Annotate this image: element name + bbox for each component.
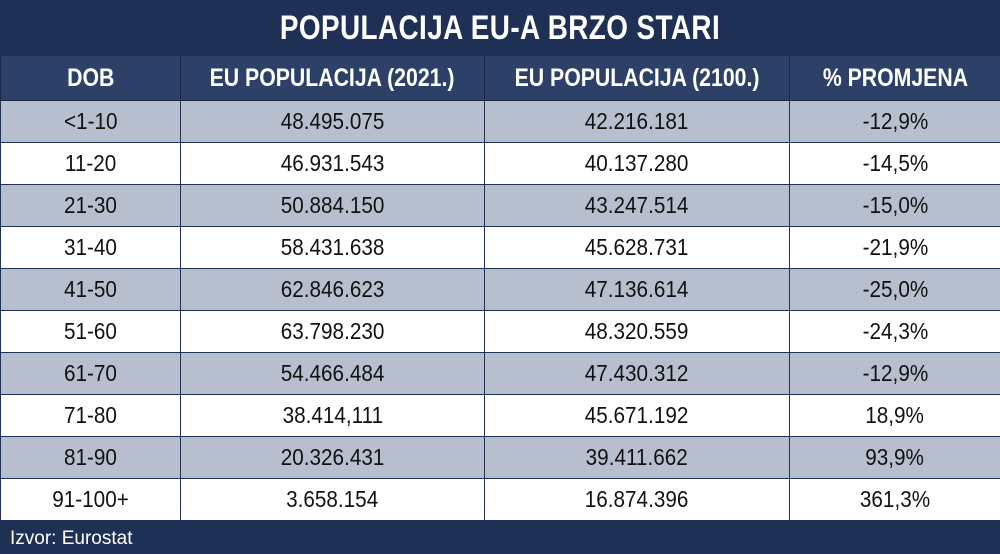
population-2100-cell: 43.247.514 [484, 184, 790, 227]
percent-change-cell: -21,9% [789, 226, 1000, 269]
table-row: 81-90 20.326.431 39.411.662 93,9% [0, 436, 1000, 479]
population-2021-cell: 46.931.543 [180, 142, 485, 185]
column-header-age: DOB [0, 56, 181, 101]
age-cell: 41-50 [0, 268, 181, 311]
population-2100-cell: 45.671.192 [484, 394, 790, 437]
percent-change-cell: 18,9% [789, 394, 1000, 437]
population-2100-cell: 40.137.280 [484, 142, 790, 185]
age-cell: 71-80 [0, 394, 181, 437]
population-2021-cell: 63.798.230 [180, 310, 485, 353]
percent-change-cell: -14,5% [789, 142, 1000, 185]
population-2021-cell: 54.466.484 [180, 352, 485, 395]
population-2021-cell: 58.431.638 [180, 226, 485, 269]
table-row: 11-20 46.931.543 40.137.280 -14,5% [0, 142, 1000, 185]
column-header-percent-change: % PROMJENA [789, 56, 1000, 101]
source-note: Izvor: Eurostat [10, 528, 133, 549]
population-2100-cell: 47.430.312 [484, 352, 790, 395]
column-header-population-2021: EU POPULACIJA (2021.) [180, 56, 485, 101]
population-2021-cell: 48.495.075 [180, 100, 485, 143]
percent-change-cell: -12,9% [789, 100, 1000, 143]
header-row: DOB EU POPULACIJA (2021.) EU POPULACIJA … [0, 56, 1000, 101]
percent-change-cell: -25,0% [789, 268, 1000, 311]
table-row: 41-50 62.846.623 47.136.614 -25,0% [0, 268, 1000, 311]
population-2021-cell: 38.414,111 [180, 394, 485, 437]
population-table: DOB EU POPULACIJA (2021.) EU POPULACIJA … [0, 56, 1000, 521]
population-2100-cell: 39.411.662 [484, 436, 790, 479]
population-2100-cell: 48.320.559 [484, 310, 790, 353]
population-2100-cell: 45.628.731 [484, 226, 790, 269]
age-cell: 31-40 [0, 226, 181, 269]
population-2021-cell: 62.846.623 [180, 268, 485, 311]
table-row: 61-70 54.466.484 47.430.312 -12,9% [0, 352, 1000, 395]
population-2021-cell: 50.884.150 [180, 184, 485, 227]
age-cell: <1-10 [0, 100, 181, 143]
table-row: 91-100+ 3.658.154 16.874.396 361,3% [0, 478, 1000, 521]
table-row: <1-10 48.495.075 42.216.181 -12,9% [0, 100, 1000, 143]
age-cell: 81-90 [0, 436, 181, 479]
percent-change-cell: -12,9% [789, 352, 1000, 395]
table-title: POPULACIJA EU-A BRZO STARI [279, 8, 721, 47]
table-body: <1-10 48.495.075 42.216.181 -12,9% 11-20 46.9… [0, 100, 1000, 521]
table-row: 71-80 38.414,111 45.671.192 18,9% [0, 394, 1000, 437]
percent-change-cell: 361,3% [789, 478, 1000, 521]
age-cell: 21-30 [0, 184, 181, 227]
table-row: 21-30 50.884.150 43.247.514 -15,0% [0, 184, 1000, 227]
population-2100-cell: 42.216.181 [484, 100, 790, 143]
percent-change-cell: -24,3% [789, 310, 1000, 353]
population-2021-cell: 3.658.154 [180, 478, 485, 521]
population-2021-cell: 20.326.431 [180, 436, 485, 479]
population-2100-cell: 47.136.614 [484, 268, 790, 311]
column-header-population-2100: EU POPULACIJA (2100.) [484, 56, 790, 101]
table-row: 51-60 63.798.230 48.320.559 -24,3% [0, 310, 1000, 353]
table-row: 31-40 58.431.638 45.628.731 -21,9% [0, 226, 1000, 269]
population-2100-cell: 16.874.396 [484, 478, 790, 521]
age-cell: 91-100+ [0, 478, 181, 521]
age-cell: 11-20 [0, 142, 181, 185]
age-cell: 61-70 [0, 352, 181, 395]
percent-change-cell: -15,0% [789, 184, 1000, 227]
percent-change-cell: 93,9% [789, 436, 1000, 479]
age-cell: 51-60 [0, 310, 181, 353]
